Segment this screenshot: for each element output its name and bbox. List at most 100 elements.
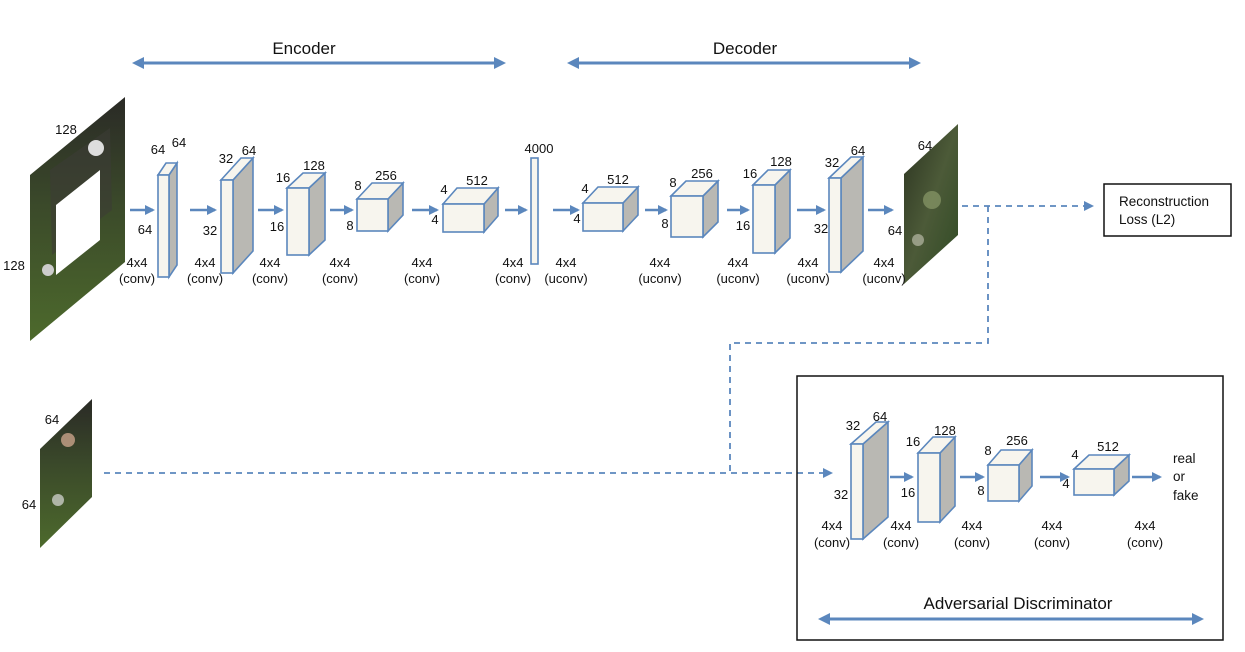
svg-text:(conv): (conv): [1034, 535, 1070, 550]
svg-text:64: 64: [172, 135, 186, 150]
bottleneck-vector: 4000: [525, 141, 554, 265]
svg-text:8: 8: [977, 483, 984, 498]
disc-op-labels: 4x4 (conv) 4x4 (conv) 4x4 (conv) 4x4 (co…: [814, 518, 1163, 550]
svg-text:32: 32: [219, 151, 233, 166]
disc-block-3: 8 256 8: [977, 433, 1034, 504]
svg-text:8: 8: [354, 178, 361, 193]
svg-text:(conv): (conv): [119, 271, 155, 286]
svg-text:4x4: 4x4: [1042, 518, 1063, 533]
svg-text:256: 256: [375, 168, 397, 183]
svg-text:32: 32: [834, 487, 848, 502]
svg-text:16: 16: [906, 434, 920, 449]
svg-text:8: 8: [984, 443, 991, 458]
svg-text:256: 256: [691, 166, 713, 181]
adversarial-header: Adversarial Discriminator: [818, 594, 1204, 625]
reconstruction-loss-box: Reconstruction Loss (L2): [1103, 183, 1232, 237]
real-width-label: 64: [45, 412, 59, 427]
disc-block-1: 32 64 32: [834, 409, 891, 541]
svg-text:(uconv): (uconv): [544, 271, 587, 286]
svg-text:16: 16: [736, 218, 750, 233]
svg-text:4: 4: [440, 182, 447, 197]
svg-text:(uconv): (uconv): [862, 271, 905, 286]
discriminator-frame: [796, 375, 1224, 641]
svg-text:4x4: 4x4: [650, 255, 671, 270]
svg-text:(conv): (conv): [252, 271, 288, 286]
decoder-block-4: 32 64 32: [814, 143, 865, 274]
svg-text:(conv): (conv): [814, 535, 850, 550]
svg-text:128: 128: [770, 154, 792, 169]
svg-text:4000: 4000: [525, 141, 554, 156]
input-image: 128 128: [3, 97, 125, 341]
svg-text:32: 32: [814, 221, 828, 236]
disc-block-4: 4 512 4: [1062, 439, 1132, 497]
decoder-header: Decoder: [567, 39, 921, 69]
svg-text:4: 4: [1071, 447, 1078, 462]
encoder-title: Encoder: [272, 39, 336, 58]
svg-text:(uconv): (uconv): [786, 271, 829, 286]
svg-text:4: 4: [431, 212, 438, 227]
svg-text:(uconv): (uconv): [716, 271, 759, 286]
decoder-title: Decoder: [713, 39, 778, 58]
svg-text:fake: fake: [1173, 488, 1199, 503]
disc-block-2: 16 128 16: [901, 423, 957, 525]
svg-text:512: 512: [607, 172, 629, 187]
svg-text:4x4: 4x4: [891, 518, 912, 533]
svg-text:4x4: 4x4: [874, 255, 895, 270]
encoder-header: Encoder: [132, 39, 506, 69]
svg-text:real: real: [1173, 451, 1196, 466]
svg-text:4x4: 4x4: [412, 255, 433, 270]
svg-text:4x4: 4x4: [822, 518, 843, 533]
adversarial-title: Adversarial Discriminator: [924, 594, 1113, 613]
encoder-op-labels: 4x4 (conv) 4x4 (conv) 4x4 (conv) 4x4 (co…: [119, 255, 531, 286]
svg-text:512: 512: [1097, 439, 1119, 454]
svg-text:16: 16: [901, 485, 915, 500]
svg-text:4x4: 4x4: [798, 255, 819, 270]
svg-text:4x4: 4x4: [127, 255, 148, 270]
svg-text:4x4: 4x4: [556, 255, 577, 270]
svg-text:16: 16: [270, 219, 284, 234]
svg-text:32: 32: [846, 418, 860, 433]
svg-text:64: 64: [851, 143, 865, 158]
svg-text:64: 64: [242, 143, 256, 158]
decoder-block-3: 16 128 16: [736, 154, 792, 255]
encoder-block-5: 4 512 4: [431, 173, 500, 235]
decoder-op-labels: 4x4 (uconv) 4x4 (uconv) 4x4 (uconv) 4x4 …: [544, 255, 905, 286]
svg-text:16: 16: [276, 170, 290, 185]
decoder-block-1: 4 512 4: [573, 172, 640, 234]
encoder-block-3: 16 128 16: [270, 158, 328, 257]
output-width-label: 64: [918, 138, 932, 153]
svg-text:(conv): (conv): [404, 271, 440, 286]
dashed-connectors: [104, 201, 1094, 478]
svg-text:256: 256: [1006, 433, 1028, 448]
svg-text:64: 64: [151, 142, 165, 157]
svg-text:8: 8: [661, 216, 668, 231]
svg-text:4x4: 4x4: [260, 255, 281, 270]
encoder-block-2: 32 64 32: [203, 143, 256, 276]
svg-text:(uconv): (uconv): [638, 271, 681, 286]
disc-output-label: real or fake: [1173, 451, 1199, 503]
real-height-label: 64: [22, 497, 36, 512]
encoder-block-1: 64 64 64: [138, 135, 186, 280]
svg-text:4: 4: [1062, 476, 1069, 491]
svg-text:32: 32: [203, 223, 217, 238]
output-image: 64 64: [888, 124, 958, 284]
svg-text:(conv): (conv): [954, 535, 990, 550]
svg-text:128: 128: [934, 423, 956, 438]
real-image: 64 64: [22, 399, 92, 548]
svg-text:4x4: 4x4: [962, 518, 983, 533]
svg-text:(conv): (conv): [322, 271, 358, 286]
svg-text:8: 8: [346, 218, 353, 233]
svg-text:512: 512: [466, 173, 488, 188]
encoder-block-4: 8 256 8: [346, 168, 405, 234]
input-height-label: 128: [3, 258, 25, 273]
svg-text:(conv): (conv): [495, 271, 531, 286]
svg-text:64: 64: [138, 222, 152, 237]
svg-text:4x4: 4x4: [728, 255, 749, 270]
svg-text:(conv): (conv): [187, 271, 223, 286]
svg-text:or: or: [1173, 469, 1186, 484]
svg-text:Reconstruction: Reconstruction: [1119, 194, 1209, 209]
svg-text:4x4: 4x4: [1135, 518, 1156, 533]
svg-text:128: 128: [303, 158, 325, 173]
